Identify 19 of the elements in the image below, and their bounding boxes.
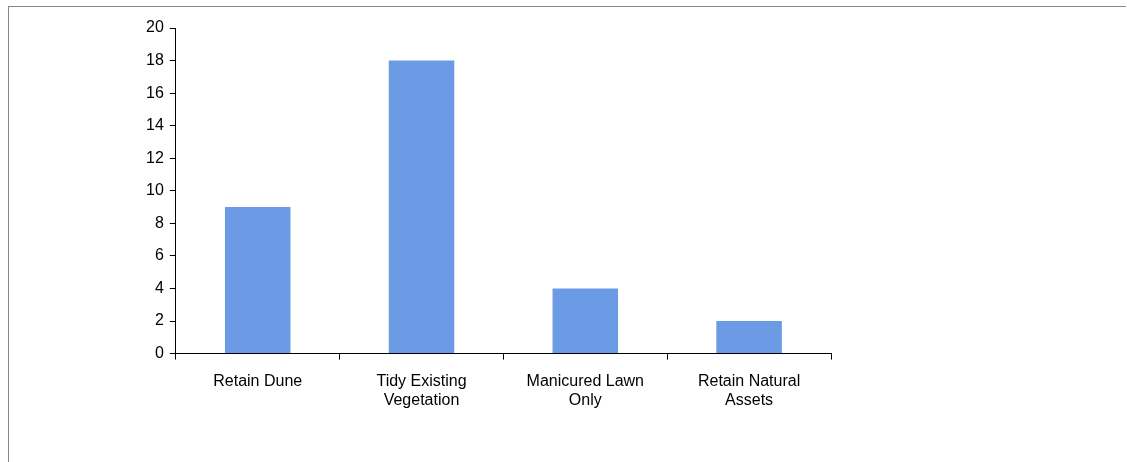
y-tick-label: 18 xyxy=(146,50,164,68)
bar xyxy=(388,60,455,354)
y-tick-label: 20 xyxy=(146,18,164,36)
y-tick-label: 10 xyxy=(146,181,164,199)
bar xyxy=(224,207,291,354)
x-tick-label: Manicured Lawn Only xyxy=(526,371,644,408)
y-tick-label: 4 xyxy=(154,278,164,296)
y-tick-label: 6 xyxy=(154,246,164,264)
bar xyxy=(716,321,782,354)
y-tick-label: 12 xyxy=(146,148,164,166)
y-tick-label: 0 xyxy=(154,344,164,362)
x-tick-label: Retain Dune xyxy=(213,371,303,389)
x-tick-label: Tidy Existing Vegetation xyxy=(376,371,467,408)
bar xyxy=(552,288,619,354)
x-tick-label: Retain Natural Assets xyxy=(697,371,801,408)
y-tick-label: 14 xyxy=(146,116,164,134)
y-tick-label: 2 xyxy=(154,311,164,329)
y-tick-label: 8 xyxy=(154,213,164,231)
y-tick-label: 16 xyxy=(146,83,164,101)
